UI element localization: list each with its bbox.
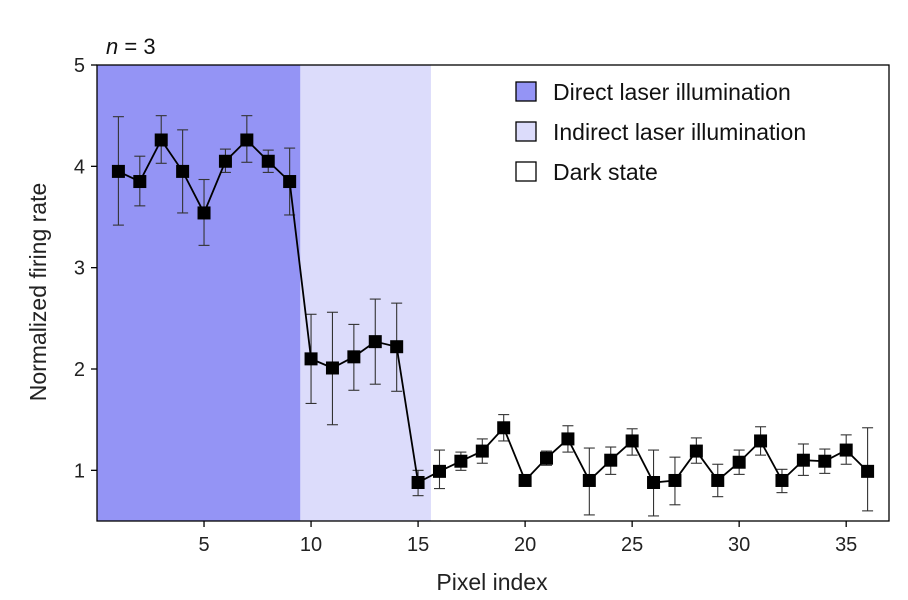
data-point xyxy=(497,421,511,435)
region-0 xyxy=(97,65,301,521)
data-point xyxy=(518,473,532,487)
x-axis: 5 10 15 20 25 30 35 xyxy=(198,521,857,556)
data-point xyxy=(176,164,190,178)
data-point xyxy=(368,335,382,349)
data-point xyxy=(540,451,554,465)
data-point xyxy=(325,361,339,375)
legend-label: Direct laser illumination xyxy=(553,79,791,105)
y-tick-label: 1 xyxy=(74,460,85,482)
y-axis-title: Normalized firing rate xyxy=(25,183,51,402)
y-axis: 1 2 3 4 5 xyxy=(74,55,97,482)
legend-label: Indirect laser illumination xyxy=(553,119,806,145)
annotation-value: = 3 xyxy=(118,34,155,59)
data-point xyxy=(454,454,468,468)
data-point xyxy=(304,352,318,366)
x-tick-label: 25 xyxy=(621,534,643,556)
data-point xyxy=(111,164,125,178)
legend: Direct laser illumination Indirect laser … xyxy=(515,79,806,185)
legend-swatch xyxy=(515,121,537,142)
y-tick-label: 4 xyxy=(74,156,85,178)
data-point xyxy=(754,434,768,448)
data-point xyxy=(240,133,254,147)
data-point xyxy=(475,444,489,458)
data-point xyxy=(154,133,168,147)
data-point xyxy=(432,464,446,478)
data-point xyxy=(775,473,789,487)
x-tick-label: 5 xyxy=(198,534,209,556)
data-point xyxy=(582,473,596,487)
data-point xyxy=(625,434,639,448)
x-axis-title: Pixel index xyxy=(436,569,548,595)
data-point xyxy=(218,154,232,168)
data-point xyxy=(861,464,875,478)
region-1 xyxy=(300,65,431,521)
data-point xyxy=(604,453,618,467)
data-point xyxy=(390,340,404,354)
data-point xyxy=(668,473,682,487)
data-point xyxy=(561,432,575,446)
y-tick-label: 5 xyxy=(74,55,85,77)
illumination-regions xyxy=(97,65,431,521)
x-tick-label: 30 xyxy=(728,534,750,556)
data-point xyxy=(197,206,211,220)
data-point xyxy=(133,175,147,189)
data-point xyxy=(347,350,361,364)
x-tick-label: 20 xyxy=(514,534,536,556)
x-tick-label: 15 xyxy=(407,534,429,556)
y-tick-label: 3 xyxy=(74,258,85,280)
x-tick-label: 10 xyxy=(300,534,322,556)
data-point xyxy=(261,154,275,168)
data-point xyxy=(818,454,832,468)
legend-swatch xyxy=(515,81,537,102)
legend-swatch xyxy=(515,161,537,182)
data-point xyxy=(711,473,725,487)
data-markers xyxy=(111,133,875,489)
data-point xyxy=(283,175,297,189)
data-point xyxy=(689,444,703,458)
legend-label: Dark state xyxy=(553,159,658,185)
data-point xyxy=(411,475,425,489)
y-tick-label: 2 xyxy=(74,359,85,381)
plot-frame xyxy=(96,64,890,522)
sample-size-annotation: n = 3 xyxy=(106,34,156,59)
x-tick-label: 35 xyxy=(835,534,857,556)
data-point xyxy=(839,443,853,457)
data-point xyxy=(647,475,661,489)
data-point xyxy=(732,455,746,469)
data-point xyxy=(796,453,810,467)
annotation-n: n xyxy=(106,34,118,59)
